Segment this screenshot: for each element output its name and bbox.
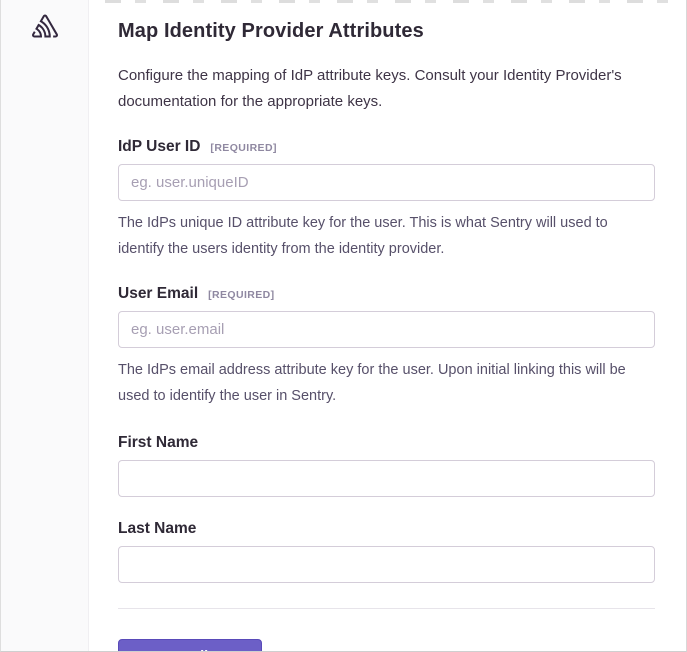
sentry-logo-icon[interactable] [31,14,58,38]
required-badge: [REQUIRED] [210,142,277,154]
user-email-input[interactable] [118,311,655,348]
idp-user-id-label: IdP User ID [118,138,201,155]
field-idp-user-id: IdP User ID [REQUIRED] The IdPs unique I… [118,138,655,262]
first-name-input[interactable] [118,460,655,497]
first-name-label: First Name [118,434,199,451]
attribute-mapping-form: IdP User ID [REQUIRED] The IdPs unique I… [118,138,655,651]
user-email-help: The IdPs email address attribute key for… [118,362,626,404]
field-last-name: Last Name [118,520,655,583]
user-email-label: User Email [118,285,199,302]
last-name-label: Last Name [118,520,197,537]
idp-user-id-help: The IdPs unique ID attribute key for the… [118,215,608,257]
sidebar [1,0,89,651]
field-user-email: User Email [REQUIRED] The IdPs email add… [118,285,655,409]
last-name-input[interactable] [118,546,655,583]
required-badge: [REQUIRED] [208,289,275,301]
save-attributes-button[interactable]: Save Attributes [118,639,262,651]
form-footer-divider [118,608,655,609]
page-description: Configure the mapping of IdP attribute k… [118,67,622,110]
main-content: Map Identity Provider Attributes Configu… [89,0,686,651]
field-first-name: First Name [118,434,655,497]
idp-user-id-input[interactable] [118,164,655,201]
page-title: Map Identity Provider Attributes [118,20,424,42]
